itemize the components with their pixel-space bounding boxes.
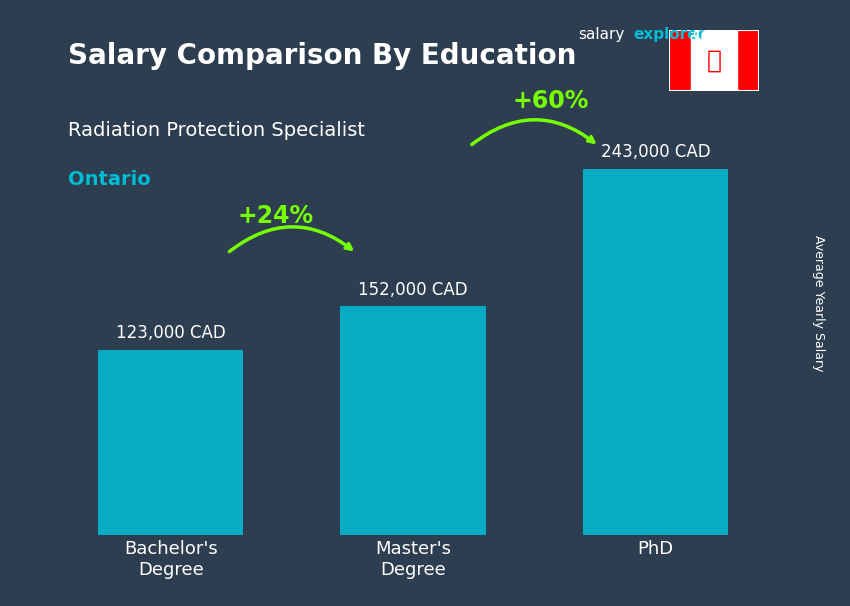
Text: 243,000 CAD: 243,000 CAD (601, 143, 711, 161)
Text: .com: .com (688, 27, 726, 42)
Bar (737, 30, 759, 91)
Text: +24%: +24% (238, 204, 314, 228)
Text: explorer: explorer (633, 27, 706, 42)
Bar (583, 169, 728, 535)
Text: 152,000 CAD: 152,000 CAD (358, 281, 468, 299)
Text: Radiation Protection Specialist: Radiation Protection Specialist (68, 121, 365, 140)
Text: Ontario: Ontario (68, 170, 150, 188)
Bar (340, 306, 486, 535)
Text: Average Yearly Salary: Average Yearly Salary (812, 235, 824, 371)
Bar (98, 350, 243, 535)
Bar (691, 30, 737, 91)
Text: salary: salary (578, 27, 625, 42)
Text: 🍁: 🍁 (706, 48, 722, 73)
Text: Salary Comparison By Education: Salary Comparison By Education (68, 42, 576, 70)
Text: +60%: +60% (513, 89, 589, 113)
Bar (669, 30, 691, 91)
Text: 123,000 CAD: 123,000 CAD (116, 324, 225, 342)
